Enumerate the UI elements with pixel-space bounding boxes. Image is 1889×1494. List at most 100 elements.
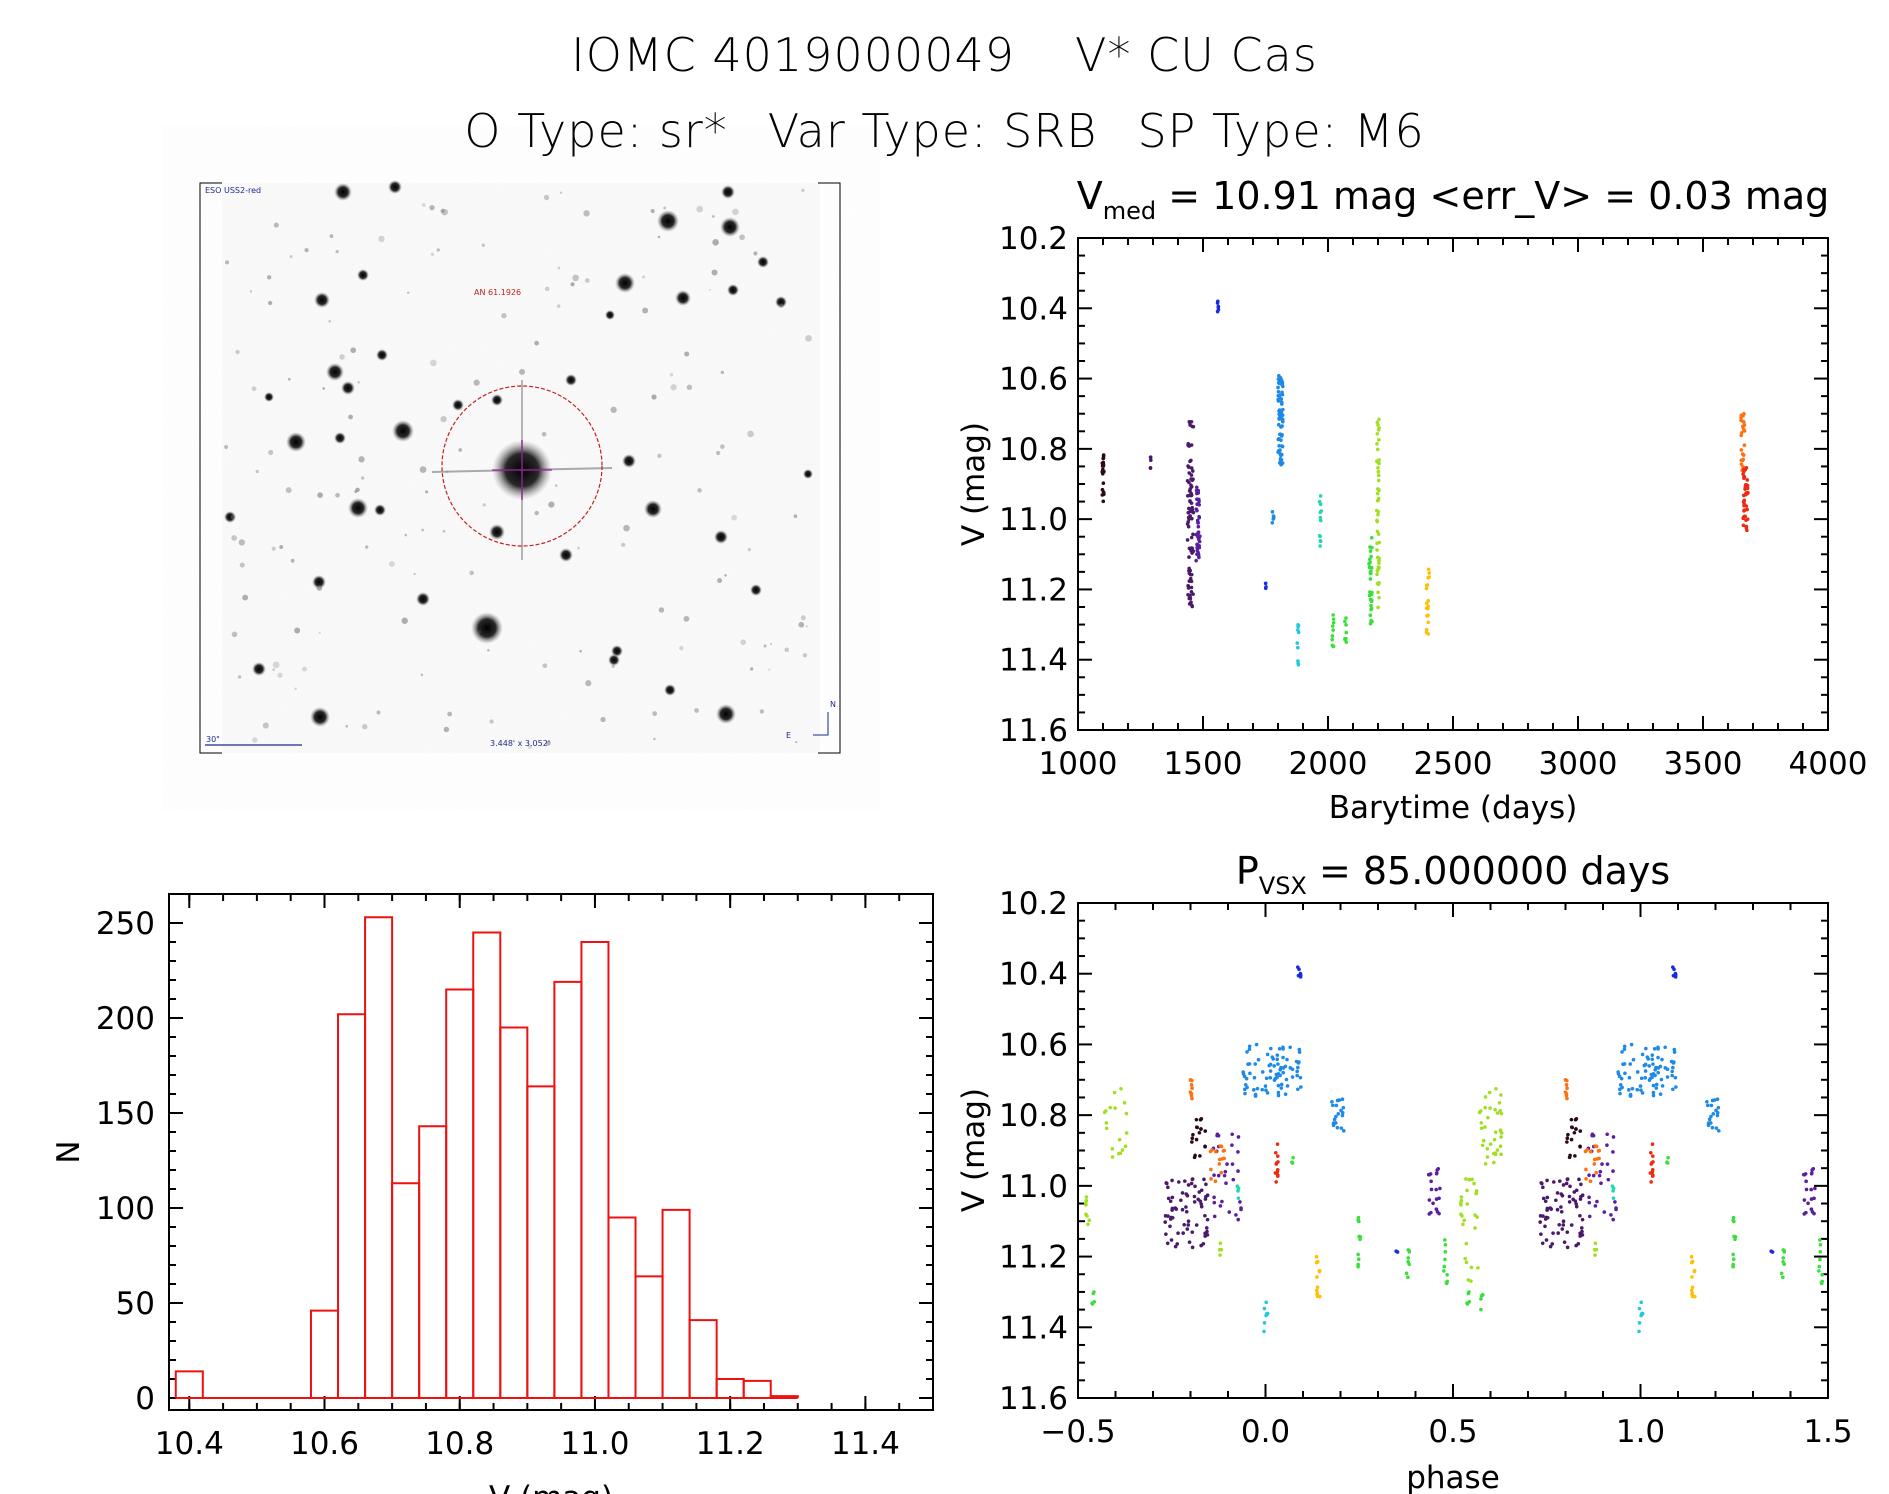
phased-point	[1803, 1172, 1808, 1176]
phased-point	[1627, 1088, 1631, 1092]
faint-star	[527, 744, 533, 750]
phased-point	[1212, 1200, 1217, 1205]
phased-point	[1234, 1213, 1238, 1217]
histogram-bar	[580, 941, 610, 1398]
phased-point	[1267, 1063, 1272, 1068]
phased-point	[1272, 1064, 1276, 1068]
phased-point	[1709, 1114, 1713, 1119]
phased-point	[1693, 1294, 1697, 1299]
lightcurve-point	[1368, 549, 1373, 553]
phased-point	[1593, 1241, 1598, 1246]
phased-point	[1212, 1173, 1216, 1177]
phased-point	[1483, 1125, 1487, 1129]
lightcurve-point	[1280, 402, 1284, 406]
lightcurve-point	[1740, 452, 1745, 456]
faint-star	[287, 377, 291, 381]
faint-star	[534, 340, 540, 346]
phased-point	[1112, 1090, 1117, 1095]
star	[489, 524, 505, 540]
lightcurve-point	[1277, 443, 1281, 448]
histogram-bar	[337, 1013, 367, 1398]
phased-point	[1203, 1231, 1207, 1236]
phased-point	[1637, 1306, 1642, 1311]
phased-point	[1574, 1204, 1579, 1209]
phased-point	[1117, 1137, 1122, 1142]
phased-point	[1284, 1077, 1289, 1082]
lightcurve-point	[1280, 392, 1285, 397]
phased-point	[1499, 1093, 1503, 1097]
phased-point	[1562, 1240, 1567, 1244]
faint-star	[249, 290, 253, 293]
phased-point	[1558, 1179, 1562, 1183]
lightcurve-xtick-label: 3000	[1539, 746, 1618, 782]
faint-star	[378, 235, 385, 243]
phased-point	[1283, 1092, 1288, 1096]
faint-star	[365, 545, 369, 549]
lightcurve-point	[1377, 417, 1381, 422]
phased-point	[1555, 1191, 1560, 1195]
lightcurve-point	[1318, 538, 1323, 543]
phased-point	[1545, 1195, 1550, 1200]
lightcurve-point	[1148, 455, 1153, 459]
lightcurve-xtick-label: 3500	[1664, 746, 1743, 782]
lightcurve-point	[1185, 494, 1190, 498]
phased-point	[1281, 1055, 1285, 1060]
lightcurve-point	[1344, 623, 1348, 627]
phased-point	[1241, 1070, 1245, 1074]
phased-point	[1170, 1178, 1174, 1183]
lightcurve-points	[1100, 299, 1750, 667]
phased-point	[1434, 1171, 1439, 1175]
star	[471, 612, 503, 644]
phased-point	[1595, 1199, 1599, 1204]
faint-star	[732, 208, 739, 216]
phased-point	[1231, 1177, 1236, 1182]
phased-ytick-label: 11.4	[999, 1310, 1068, 1346]
star	[615, 273, 635, 293]
lightcurve-point	[1741, 424, 1745, 429]
lightcurve-point	[1344, 630, 1349, 635]
lightcurve-point	[1186, 510, 1191, 515]
phased-point	[1219, 1170, 1224, 1175]
phased-point	[1594, 1144, 1599, 1149]
phased-ylabel: V (mag)	[956, 1088, 992, 1212]
phased-point	[1706, 1121, 1711, 1125]
phased-point	[1163, 1214, 1168, 1218]
lightcurve-point	[1374, 508, 1379, 513]
phased-point	[1297, 967, 1301, 972]
phased-point	[1470, 1177, 1474, 1182]
phased-point	[1204, 1182, 1208, 1187]
lightcurve-point	[1185, 538, 1190, 542]
phased-point	[1811, 1166, 1816, 1171]
star	[452, 399, 464, 411]
phased-point	[1651, 1090, 1656, 1095]
phased-point	[1474, 1189, 1479, 1193]
phased-point	[1485, 1147, 1490, 1151]
phased-point	[1802, 1212, 1807, 1216]
phased-point	[1262, 1329, 1266, 1334]
phased-point	[1336, 1112, 1341, 1116]
phased-point	[1611, 1196, 1616, 1200]
phased-point	[1818, 1250, 1823, 1254]
faint-star	[406, 291, 410, 294]
star	[264, 392, 274, 402]
phased-point	[1663, 1066, 1668, 1070]
phased-point	[1190, 1230, 1195, 1234]
phased-point	[1119, 1086, 1123, 1091]
phased-point	[1315, 1291, 1320, 1296]
faint-star	[759, 709, 765, 714]
faint-star	[800, 615, 806, 621]
phased-point	[1298, 975, 1303, 979]
phased-point	[1618, 1091, 1622, 1096]
phased-point	[1635, 1087, 1640, 1092]
phased-point	[1253, 1092, 1258, 1097]
star-name: V* CU Cas	[1075, 28, 1318, 82]
phased-point	[1564, 1083, 1569, 1087]
phased-point	[1086, 1222, 1090, 1227]
faint-star	[544, 286, 550, 292]
phased-point	[1637, 1321, 1642, 1325]
lightcurve-point	[1186, 520, 1191, 524]
phased-point	[1334, 1114, 1338, 1119]
phased-point	[1591, 1173, 1596, 1178]
phased-point	[1818, 1243, 1823, 1247]
phased-point	[1315, 1275, 1319, 1279]
